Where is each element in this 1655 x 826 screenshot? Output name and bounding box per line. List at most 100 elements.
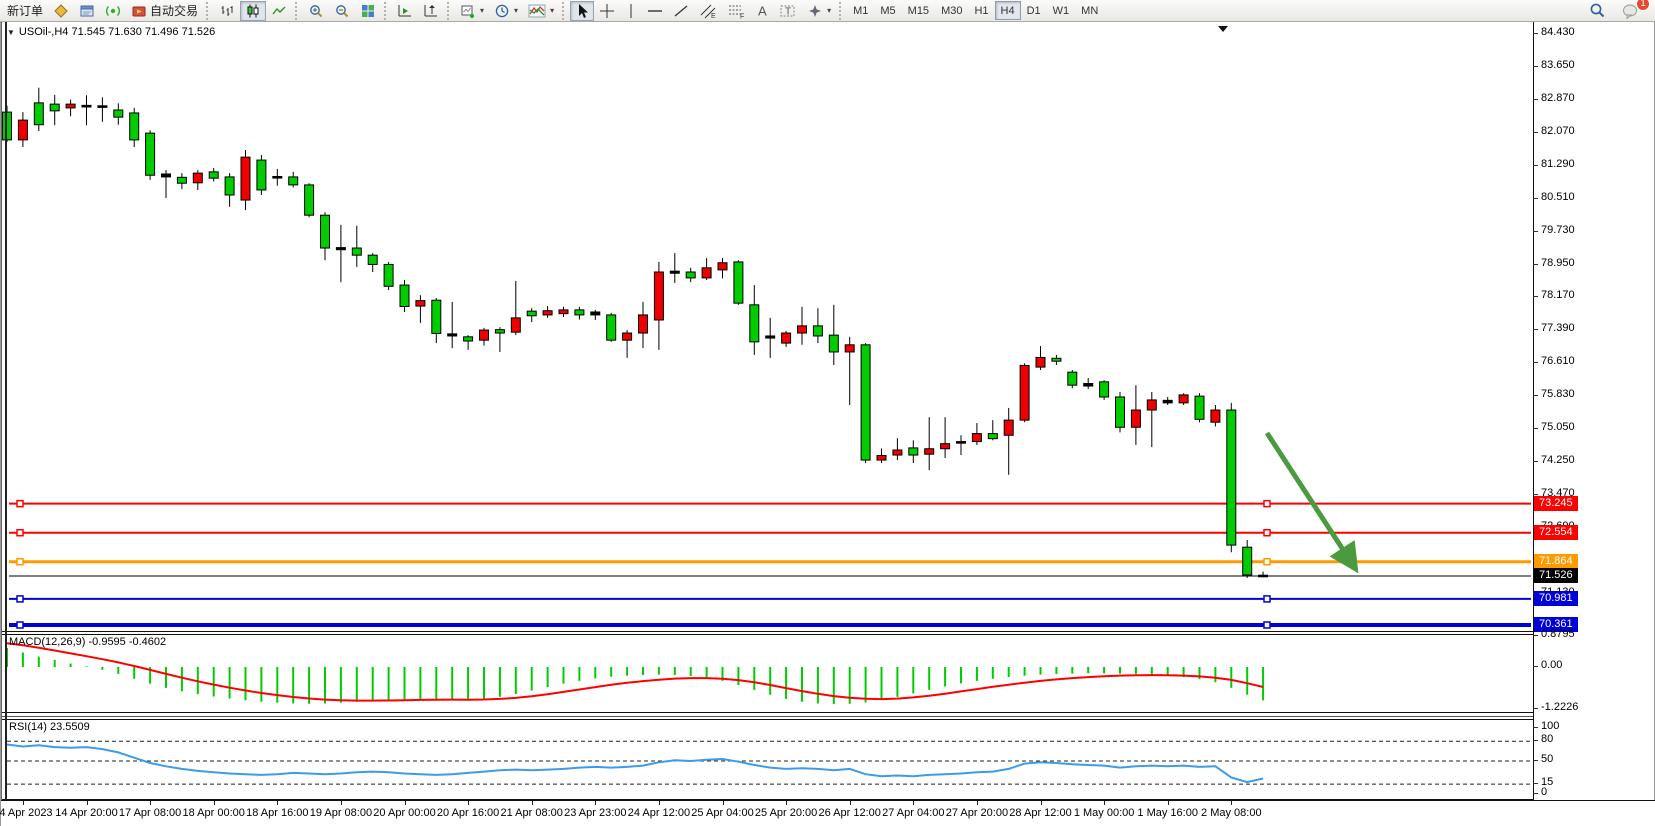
- line-handle[interactable]: [1263, 499, 1271, 508]
- macd-signal-line: [6, 642, 1264, 702]
- price-badge-72.554: 72.554: [1534, 524, 1578, 540]
- price-axis-label: 74.250: [1541, 454, 1575, 467]
- candle: [17, 112, 28, 148]
- tab-timeframe-M15[interactable]: M15: [907, 4, 930, 17]
- line-handle[interactable]: [16, 499, 24, 508]
- rsi-axis-label: 100: [1541, 720, 1560, 732]
- zoom-in-button[interactable]: [303, 1, 329, 21]
- time-axis-label: 20 Apr 16:00: [436, 807, 500, 819]
- toolbar-gripper: [206, 1, 211, 20]
- time-tick: [404, 801, 406, 805]
- candle: [542, 306, 553, 318]
- time-tick: [1231, 801, 1233, 805]
- search-button[interactable]: [1584, 1, 1611, 21]
- new-chart-button[interactable]: ▾: [455, 1, 489, 21]
- time-tick: [1104, 801, 1106, 805]
- arrows-tool-button[interactable]: ▾: [802, 1, 836, 21]
- main-price-chart[interactable]: [1, 22, 1533, 631]
- fibonacci-tool-button[interactable]: F: [722, 1, 750, 21]
- time-axis-label: 27 Apr 20:00: [945, 807, 1009, 819]
- chart-shift-marker[interactable]: [1218, 26, 1228, 32]
- cursor-tool-button[interactable]: [570, 0, 595, 21]
- candle: [288, 171, 299, 188]
- tab-timeframe-M30[interactable]: M30: [941, 4, 963, 17]
- tab-timeframe-MN[interactable]: MN: [1081, 4, 1099, 17]
- new-order-button[interactable]: 新订单: [2, 1, 48, 21]
- time-tick: [849, 801, 851, 805]
- tile-windows-button[interactable]: [355, 1, 381, 21]
- panel-separator[interactable]: [1, 631, 1533, 632]
- period-button[interactable]: ▾: [489, 1, 523, 21]
- crosshair-tool-button[interactable]: [594, 1, 620, 21]
- chart-profile-button[interactable]: [48, 1, 74, 21]
- line-handle[interactable]: [1263, 621, 1271, 629]
- toolbar-gripper: [447, 1, 452, 20]
- tab-timeframe-D1[interactable]: D1: [1026, 4, 1041, 17]
- price-axis-label: 80.510: [1541, 190, 1575, 203]
- price-axis-tick: [1533, 394, 1538, 396]
- line-chart-type-button[interactable]: [266, 1, 292, 21]
- toolbar-gripper: [562, 1, 567, 20]
- line-handle[interactable]: [16, 528, 24, 537]
- signal-button[interactable]: [100, 1, 126, 21]
- time-tick: [22, 801, 24, 805]
- candle: [971, 423, 982, 445]
- tab-timeframe-W1[interactable]: W1: [1052, 4, 1070, 17]
- tab-timeframe-H4[interactable]: H4: [994, 1, 1021, 20]
- chart-window: ▼ USOil-,H4 71.545 71.630 71.496 71.526 …: [0, 22, 1655, 826]
- trend-arrow[interactable]: [1264, 431, 1359, 574]
- bar-chart-type-button[interactable]: [214, 1, 240, 21]
- line-handle[interactable]: [16, 558, 24, 566]
- price-axis-label: 84.430: [1541, 26, 1575, 38]
- text-tool-button[interactable]: A: [750, 1, 774, 21]
- vertical-line-tool-button[interactable]: [620, 1, 642, 21]
- candle: [606, 312, 617, 342]
- candle: [892, 438, 903, 461]
- data-window-icon: [80, 5, 94, 16]
- horizontal-line-tool-button[interactable]: [642, 1, 668, 21]
- candle: [653, 261, 664, 350]
- tab-timeframe-M1[interactable]: M1: [853, 4, 869, 17]
- line-handle[interactable]: [16, 595, 24, 603]
- line-handle[interactable]: [1263, 558, 1271, 566]
- line-handle[interactable]: [1263, 528, 1271, 537]
- autotrading-button[interactable]: 自动交易: [126, 1, 203, 21]
- macd-panel[interactable]: [1, 634, 1533, 713]
- channel-icon: E: [700, 4, 716, 19]
- indicators-button[interactable]: ▾: [523, 1, 559, 21]
- time-axis-label: 19 Apr 08:00: [309, 807, 373, 819]
- line-handle[interactable]: [1263, 595, 1271, 603]
- trendline-tool-button[interactable]: [668, 1, 694, 21]
- candle: [956, 435, 966, 456]
- chevron-down-icon: ▾: [480, 6, 485, 15]
- auto-scroll-button[interactable]: [392, 1, 418, 21]
- line-handle[interactable]: [16, 621, 24, 629]
- rsi-axis-tick: [1533, 727, 1538, 728]
- time-tick: [913, 801, 915, 805]
- candle: [812, 308, 823, 344]
- zoom-out-button[interactable]: [329, 1, 355, 21]
- data-window-button[interactable]: [74, 1, 100, 21]
- tab-timeframe-M5[interactable]: M5: [880, 4, 896, 17]
- candle: [49, 94, 60, 126]
- candle: [1019, 363, 1030, 423]
- text-label-tool-button[interactable]: T: [774, 1, 802, 21]
- candle-chart-type-button[interactable]: [240, 0, 267, 21]
- price-axis-tick: [1533, 362, 1538, 364]
- candle: [526, 308, 537, 323]
- crosshair-icon: [600, 3, 615, 18]
- channel-tool-button[interactable]: E: [694, 1, 722, 21]
- chart-left-border: [5, 22, 7, 800]
- chart-profile-icon: [54, 3, 68, 18]
- time-tick: [150, 801, 152, 805]
- candle: [145, 130, 156, 180]
- chart-shift-button[interactable]: [418, 1, 444, 21]
- chat-button[interactable]: 1: [1617, 0, 1650, 21]
- collapse-triangle-icon[interactable]: ▼: [7, 27, 15, 37]
- fibonacci-icon: F: [729, 5, 744, 19]
- panel-separator[interactable]: [1, 716, 1533, 717]
- time-axis-label: 25 Apr 20:00: [754, 807, 818, 819]
- rsi-panel[interactable]: [1, 719, 1533, 800]
- tab-timeframe-H1[interactable]: H1: [974, 4, 989, 17]
